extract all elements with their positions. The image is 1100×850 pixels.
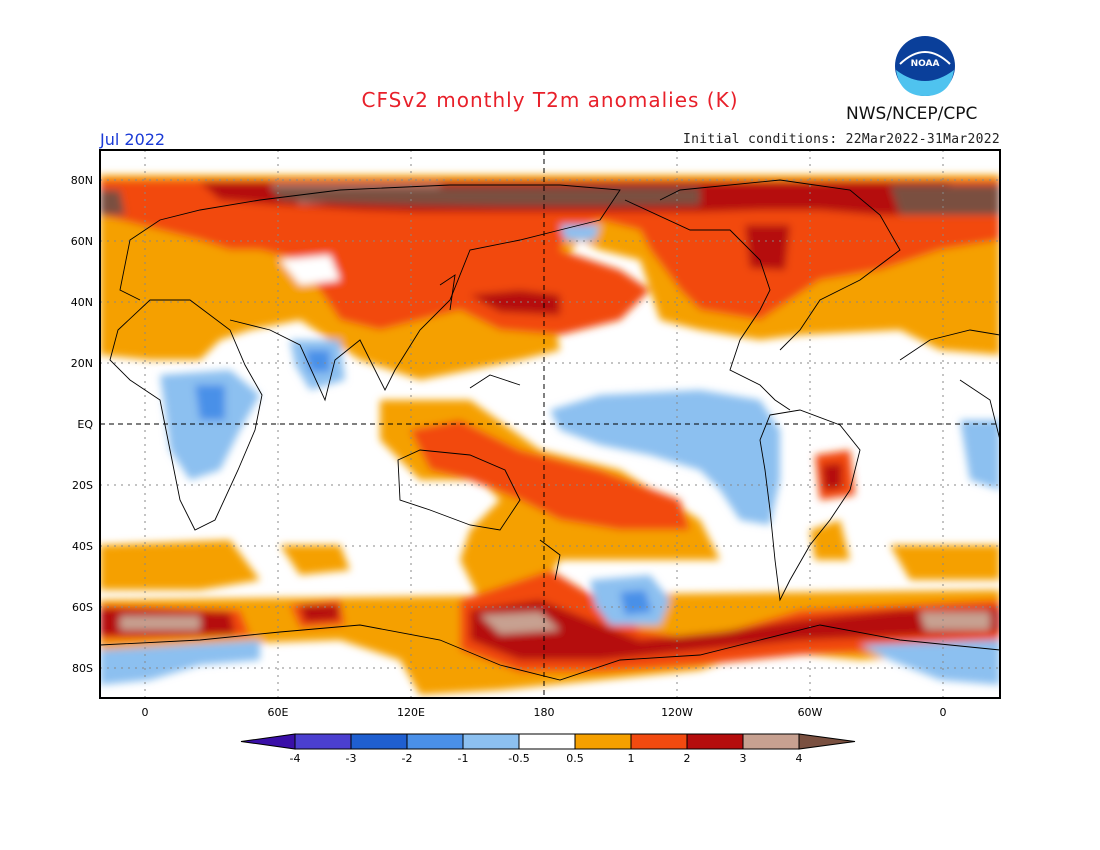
colorbar: -4 -3 -2 -1 -0.5 0.5 1 2 3 4 — [240, 733, 856, 765]
initial-conditions: Initial conditions: 22Mar2022-31Mar2022 — [683, 132, 1000, 147]
eurasia-coast — [119, 184, 621, 402]
colorbar-swatch — [406, 733, 464, 750]
noaa-logo: NOAA — [895, 36, 955, 96]
colorbar-label: -2 — [402, 752, 413, 765]
lon-label: 0 — [940, 706, 947, 719]
lat-label: EQ — [77, 418, 93, 431]
colorbar-swatch — [350, 733, 408, 750]
australia-coast — [397, 449, 521, 531]
south-america-coast — [759, 409, 861, 602]
colorbar-swatch — [686, 733, 744, 750]
colorbar-label: 2 — [684, 752, 691, 765]
lat-label: 60N — [71, 235, 93, 248]
lon-label: 60W — [798, 706, 823, 719]
coastlines — [100, 179, 1000, 681]
lon-label: 0 — [142, 706, 149, 719]
colorbar-max-arrow — [798, 733, 856, 750]
colorbar-label: -3 — [346, 752, 357, 765]
colorbar-min-arrow — [240, 733, 296, 750]
lat-label: 80N — [71, 174, 93, 187]
lat-label: 60S — [72, 601, 93, 614]
colorbar-label: 0.5 — [566, 752, 584, 765]
colorbar-swatch — [630, 733, 688, 750]
colorbar-label: -0.5 — [508, 752, 529, 765]
chart-title: CFSv2 monthly T2m anomalies (K) — [361, 88, 739, 112]
africa-coast — [109, 299, 263, 531]
colorbar-swatch — [574, 733, 632, 750]
africa-west-repeat — [959, 379, 1000, 441]
lon-label: 120E — [397, 706, 425, 719]
colorbar-swatch — [294, 733, 352, 750]
colorbar-swatch — [462, 733, 520, 750]
map-frame — [99, 149, 1001, 699]
japan-coast — [439, 274, 456, 311]
graticule — [100, 150, 1000, 698]
colorbar-label: 1 — [628, 752, 635, 765]
lat-label: 20S — [72, 479, 93, 492]
lat-label: 40N — [71, 296, 93, 309]
anomaly-field — [100, 150, 1000, 698]
colorbar-label: 3 — [740, 752, 747, 765]
lon-label: 180 — [534, 706, 555, 719]
lon-label: 60E — [268, 706, 289, 719]
maritime-continent — [469, 374, 521, 389]
new-zealand-coast — [539, 539, 561, 581]
colorbar-swatch — [518, 733, 576, 750]
lat-label: 20N — [71, 357, 93, 370]
north-america-coast — [624, 199, 791, 411]
colorbar-label: -4 — [290, 752, 301, 765]
colorbar-label: 4 — [796, 752, 803, 765]
lon-label: 120W — [661, 706, 693, 719]
west-africa-coast — [899, 329, 1000, 361]
colorbar-label: -1 — [458, 752, 469, 765]
noaa-logo-text: NOAA — [911, 59, 940, 69]
antarctica-coast — [100, 624, 1000, 681]
lat-label: 80S — [72, 662, 93, 675]
agency-label: NWS/NCEP/CPC — [846, 104, 978, 124]
forecast-month: Jul 2022 — [100, 130, 166, 149]
north-america-east-coast — [659, 179, 901, 351]
colorbar-swatch — [742, 733, 800, 750]
longitude-axis: 0 60E 120E 180 120W 60W 0 — [142, 706, 947, 719]
latitude-axis: 80N 60N 40N 20N EQ 20S 40S 60S 80S — [71, 174, 94, 675]
lat-label: 40S — [72, 540, 93, 553]
